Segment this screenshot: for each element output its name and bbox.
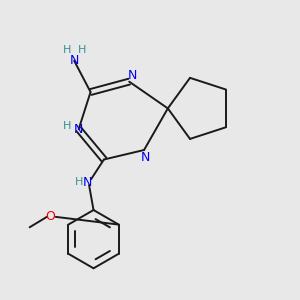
Text: N: N	[128, 69, 137, 82]
Text: H: H	[75, 177, 83, 187]
Text: N: N	[141, 151, 150, 164]
Text: H: H	[63, 121, 72, 131]
Text: N: N	[83, 176, 92, 189]
Text: N: N	[74, 123, 83, 136]
Text: O: O	[46, 210, 56, 224]
Text: H: H	[77, 44, 86, 55]
Text: N: N	[70, 54, 79, 67]
Text: H: H	[63, 44, 71, 55]
